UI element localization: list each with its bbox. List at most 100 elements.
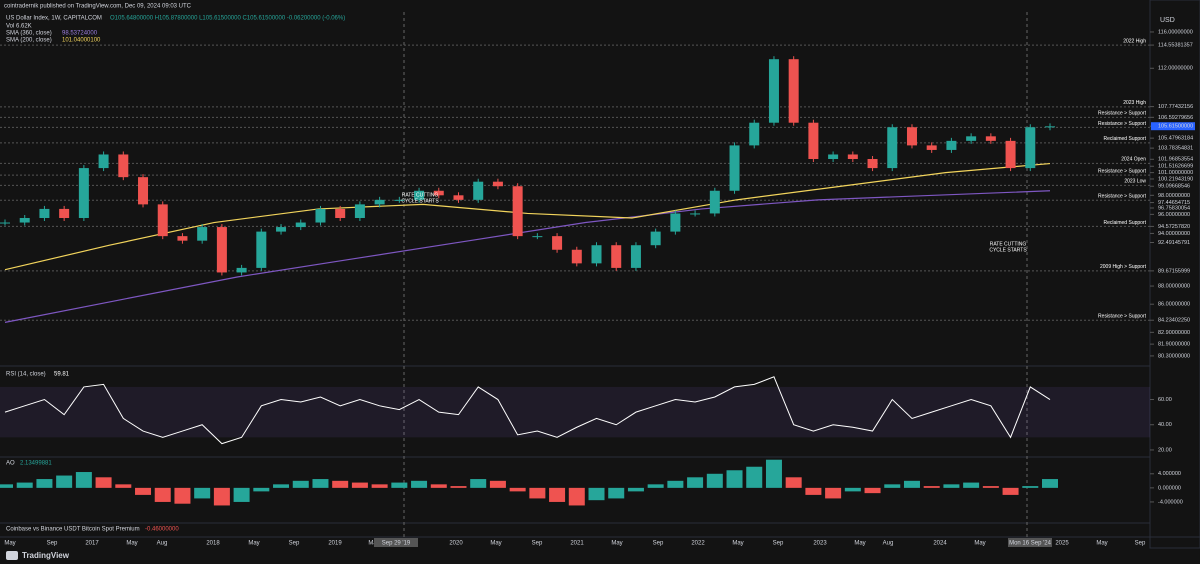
ao-bar	[391, 482, 408, 488]
ao-bar	[194, 487, 211, 499]
ao-bar	[450, 486, 467, 488]
symbol: US Dollar Index, 1W, CAPITALCOM	[6, 16, 102, 22]
candle	[256, 231, 267, 268]
price-axis	[1149, 0, 1200, 549]
ao-bar	[273, 484, 290, 488]
ao-bar	[568, 487, 585, 506]
price-label: 114.55381357	[1158, 43, 1193, 49]
candle	[512, 186, 523, 237]
ao-bar	[253, 487, 270, 492]
ao-bar	[746, 466, 763, 488]
price-label: 105.47963184	[1158, 136, 1193, 142]
price-label: 116.00000000	[1158, 29, 1193, 35]
time-label: 2021	[570, 541, 584, 547]
note: RATE CUTTING	[402, 192, 439, 198]
candle	[236, 267, 247, 273]
ao-bar	[509, 487, 526, 492]
candle	[1045, 126, 1055, 128]
price-label: 107.77432156	[1158, 104, 1193, 110]
ao-bar	[825, 487, 842, 499]
candle	[966, 136, 977, 141]
ao-label: 4.000000	[1158, 471, 1181, 477]
candle	[611, 245, 622, 268]
time-label: 2018	[206, 541, 220, 547]
time-label: May	[854, 541, 865, 547]
ao-bar	[95, 477, 112, 488]
price-label: 89.67155999	[1158, 268, 1190, 274]
note: CYCLE STARTS	[989, 247, 1027, 253]
ao-bar	[332, 480, 349, 488]
candle	[729, 145, 740, 191]
candle	[985, 136, 996, 141]
ao-bar	[923, 486, 940, 488]
brand: TradingView	[22, 551, 70, 560]
sma200-label: SMA (200, close)	[6, 38, 52, 44]
ao-bar	[1042, 479, 1058, 488]
candle	[670, 213, 681, 232]
level-label: Resistance > Support	[1098, 121, 1147, 127]
price-label: 99.09668546	[1158, 184, 1190, 190]
note: RATE CUTTING	[990, 241, 1027, 247]
price-label: 94.57257820	[1158, 224, 1190, 230]
premium-value: -0.46000000	[145, 527, 179, 533]
last-price-tag	[1151, 122, 1195, 131]
time-label: May	[490, 541, 501, 547]
time-label: May	[974, 541, 985, 547]
candle	[19, 217, 30, 223]
price-label: 103.78354831	[1158, 146, 1193, 152]
price-label: 101.00000000	[1158, 170, 1193, 176]
ao-bar	[963, 482, 980, 488]
ao-bar	[608, 487, 625, 499]
candle	[216, 227, 227, 273]
candle	[295, 222, 306, 228]
ao-bar	[627, 487, 644, 492]
candle	[335, 208, 346, 218]
ao-bar	[115, 484, 132, 488]
time-label: Aug	[883, 541, 894, 547]
candle	[374, 199, 385, 205]
candle	[847, 154, 858, 160]
ao-bar	[667, 480, 684, 488]
sma360-label: SMA (360, close)	[6, 31, 52, 37]
candle	[315, 208, 326, 223]
price-label: 98.00000000	[1158, 193, 1190, 199]
ao-bar	[1022, 486, 1039, 488]
candle	[59, 208, 70, 218]
ao-bar	[371, 484, 388, 488]
volume: Vol 6.62K	[6, 24, 32, 30]
rsi-title: RSI (14, close)	[6, 372, 46, 378]
price-label: 96.00000000	[1158, 212, 1190, 218]
ohlc: O105.64800000 H105.87800000 L105.6150000…	[110, 16, 345, 22]
cursor-date-box	[1008, 538, 1052, 547]
level-label: 2023 High	[1123, 100, 1146, 106]
time-label: 2025	[1055, 541, 1069, 547]
price-label: 105.61500000	[1158, 124, 1193, 130]
ao-bar	[351, 482, 368, 488]
ao-bar	[844, 487, 861, 492]
price-label: 94.00000000	[1158, 231, 1190, 237]
candle	[552, 236, 563, 250]
candle	[354, 204, 365, 218]
candle	[78, 168, 89, 218]
rsi-line	[4, 376, 1051, 445]
ao-bar	[489, 480, 506, 488]
ao-bar	[884, 484, 901, 488]
ao-bar	[982, 486, 999, 488]
ao-bar	[0, 484, 13, 488]
time-label: Sep	[289, 541, 300, 547]
candle	[788, 59, 799, 123]
ao-bar	[785, 477, 802, 488]
sma200-value: 101.04000100	[62, 38, 101, 44]
candle	[138, 177, 149, 205]
ao-bar	[726, 470, 743, 488]
candle	[414, 190, 425, 200]
candle	[946, 140, 957, 150]
ao-bar	[233, 487, 250, 502]
candle	[630, 245, 641, 268]
time-label: Aug	[157, 541, 168, 547]
ao-bar	[943, 484, 960, 488]
time-label: Sep	[47, 541, 58, 547]
price-label: 100.21943190	[1158, 176, 1193, 182]
sma360-value: 98.53724000	[62, 31, 98, 37]
candle	[473, 181, 484, 200]
